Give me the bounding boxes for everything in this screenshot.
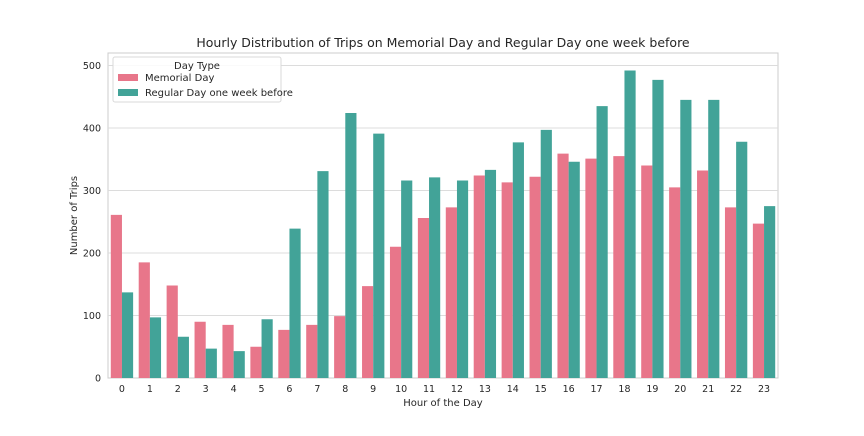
- bar-memorial-day-hour-6: [278, 329, 290, 378]
- x-tick-label: 7: [314, 384, 320, 395]
- x-tick-label: 3: [203, 384, 209, 395]
- x-tick-label: 0: [119, 384, 125, 395]
- bar-memorial-day-hour-4: [222, 324, 234, 378]
- x-tick-label: 10: [395, 384, 407, 395]
- x-tick-label: 14: [507, 384, 519, 395]
- bar-regular-day-hour-15: [540, 129, 552, 378]
- bar-regular-day-hour-5: [261, 319, 273, 378]
- bar-regular-day-hour-6: [289, 228, 301, 378]
- bar-memorial-day-hour-14: [501, 182, 513, 378]
- x-axis-label: Hour of the Day: [403, 398, 483, 409]
- x-tick-label: 1: [147, 384, 153, 395]
- bar-regular-day-hour-18: [624, 70, 636, 378]
- bar-regular-day-hour-3: [205, 348, 217, 378]
- x-tick-labels: 0 1 2 3 4 5 6 7 8 9 10 11 12 13 14 15 16 17 18 19 20 21 22 23: [119, 384, 770, 395]
- chart-title: Hourly Distribution of Trips on Memorial…: [196, 35, 690, 50]
- bar-regular-day-hour-12: [456, 180, 469, 378]
- bar-memorial-day-hour-0: [110, 214, 122, 378]
- bar-regular-day-hour-17: [596, 106, 608, 378]
- bar-regular-day-hour-11: [429, 177, 441, 378]
- y-tick-labels: 0 100 200 300 400 500: [83, 61, 101, 385]
- bar-memorial-day-hour-5: [250, 346, 262, 378]
- bar-regular-day-hour-20: [680, 99, 692, 378]
- bar-regular-day-hour-0: [121, 292, 134, 378]
- legend-label-memorial-day: Memorial Day: [145, 73, 214, 84]
- x-tick-label: 20: [674, 384, 686, 395]
- bar-memorial-day-hour-17: [585, 158, 597, 378]
- bar-regular-day-hour-23: [764, 206, 776, 378]
- x-tick-label: 19: [646, 384, 658, 395]
- legend-title: Day Type: [174, 61, 220, 72]
- legend-swatch-regular-day: [118, 89, 138, 96]
- bar-memorial-day-hour-11: [417, 218, 430, 378]
- bar-regular-day-hour-1: [149, 317, 162, 378]
- bar-memorial-day-hour-19: [641, 165, 653, 378]
- bar-memorial-day-hour-1: [138, 262, 150, 378]
- bar-memorial-day-hour-18: [613, 156, 625, 378]
- x-tick-label: 17: [590, 384, 602, 395]
- bar-memorial-day-hour-15: [529, 176, 541, 378]
- y-axis-label: Number of Trips: [69, 176, 80, 255]
- bar-regular-day-hour-21: [708, 99, 720, 378]
- y-tick-label: 200: [83, 249, 101, 260]
- bar-memorial-day-hour-3: [194, 321, 206, 378]
- bar-regular-day-hour-22: [736, 141, 748, 378]
- bar-memorial-day-hour-12: [445, 207, 457, 378]
- bar-memorial-day-hour-23: [752, 223, 765, 378]
- x-tick-label: 9: [370, 384, 376, 395]
- x-tick-label: 11: [423, 384, 435, 395]
- bars-group: [110, 70, 776, 378]
- y-tick-label: 100: [83, 311, 101, 322]
- x-tick-label: 4: [231, 384, 237, 395]
- legend-label-regular-day: Regular Day one week before: [145, 88, 293, 99]
- x-tick-label: 22: [730, 384, 742, 395]
- x-tick-label: 2: [175, 384, 181, 395]
- legend-swatch-memorial-day: [118, 74, 138, 81]
- bar-memorial-day-hour-13: [473, 175, 485, 378]
- bar-regular-day-hour-7: [317, 171, 329, 378]
- bar-regular-day-hour-10: [401, 180, 413, 378]
- legend-box: [112, 56, 282, 103]
- bar-regular-day-hour-8: [345, 113, 357, 378]
- x-tick-label: 21: [702, 384, 714, 395]
- x-tick-label: 8: [342, 384, 348, 395]
- x-tick-label: 16: [563, 384, 575, 395]
- bar-memorial-day-hour-10: [389, 246, 402, 378]
- x-tick-label: 23: [758, 384, 770, 395]
- bar-regular-day-hour-4: [233, 351, 245, 378]
- y-tick-label: 400: [83, 124, 101, 135]
- x-tick-label: 15: [535, 384, 547, 395]
- bar-memorial-day-hour-2: [166, 285, 178, 378]
- y-tick-label: 500: [83, 61, 101, 72]
- bar-regular-day-hour-9: [373, 133, 385, 378]
- bar-memorial-day-hour-20: [669, 187, 681, 378]
- bar-regular-day-hour-2: [177, 336, 189, 378]
- bar-regular-day-hour-14: [512, 142, 524, 378]
- bar-memorial-day-hour-16: [557, 153, 569, 378]
- x-tick-label: 12: [451, 384, 463, 395]
- bar-memorial-day-hour-22: [724, 207, 737, 378]
- bar-memorial-day-hour-7: [306, 324, 318, 378]
- bar-regular-day-hour-16: [568, 161, 580, 378]
- bar-regular-day-hour-19: [652, 79, 664, 378]
- plot-area: [107, 52, 779, 379]
- bar-memorial-day-hour-8: [334, 316, 346, 378]
- legend: Day Type Memorial Day Regular Day one we…: [112, 56, 293, 103]
- x-tick-label: 13: [479, 384, 491, 395]
- x-tick-label: 6: [286, 384, 292, 395]
- bar-regular-day-hour-13: [484, 169, 497, 378]
- y-tick-label: 0: [95, 374, 101, 385]
- bar-memorial-day-hour-21: [697, 170, 709, 378]
- x-tick-label: 5: [259, 384, 265, 395]
- x-tick-label: 18: [618, 384, 630, 395]
- bar-memorial-day-hour-9: [362, 286, 374, 378]
- y-tick-label: 300: [83, 186, 101, 197]
